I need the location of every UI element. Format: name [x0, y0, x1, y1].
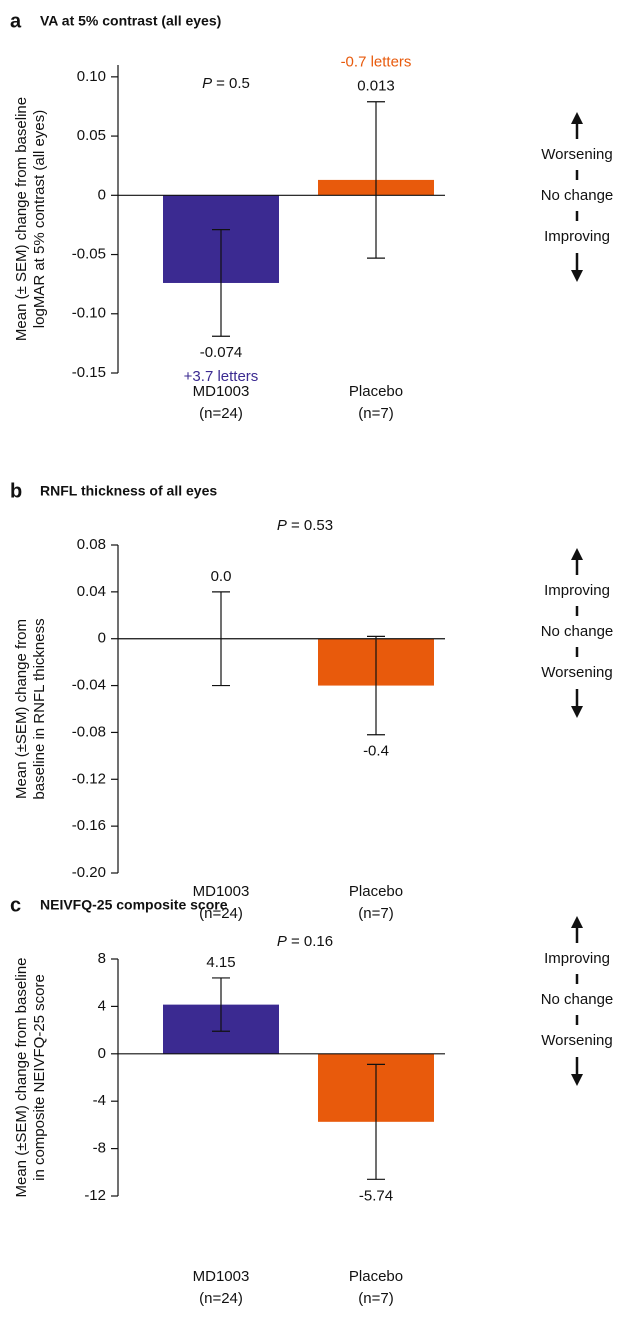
- y-axis-label: logMAR at 5% contrast (all eyes): [31, 110, 48, 328]
- category-count: (n=7): [358, 1290, 393, 1307]
- p-text: = 0.16: [291, 933, 333, 950]
- arrow-head: [571, 548, 583, 560]
- y-tick-label: -0.16: [72, 817, 106, 834]
- y-axis-label: Mean (± SEM) change from baseline: [13, 97, 30, 341]
- y-axis-label: Mean (±SEM) change from: [13, 619, 30, 799]
- category-label: MD1003: [193, 1268, 250, 1285]
- y-tick-label: -4: [93, 1092, 106, 1109]
- value-label: -0.074: [200, 344, 243, 361]
- p-symbol: P: [277, 933, 287, 950]
- direction-label: Improving: [544, 228, 610, 245]
- p-value: P = 0.16: [277, 933, 333, 950]
- y-tick-label: 0.10: [77, 68, 106, 85]
- arrow-head: [571, 1074, 583, 1086]
- y-tick-label: -0.04: [72, 677, 106, 694]
- y-tick-label: 0: [98, 186, 106, 203]
- y-tick-label: 4: [98, 997, 106, 1014]
- direction-label: Worsening: [541, 664, 612, 681]
- direction-label: No change: [541, 623, 614, 640]
- category-label: Placebo: [349, 1268, 403, 1285]
- arrow-head: [571, 706, 583, 718]
- p-text: = 0.53: [291, 517, 333, 534]
- p-symbol: P: [202, 75, 212, 92]
- y-tick-label: -0.20: [72, 864, 106, 881]
- y-tick-label: -12: [84, 1187, 106, 1204]
- bar-note: -0.4: [363, 743, 389, 760]
- arrow-head: [571, 916, 583, 928]
- direction-label: Worsening: [541, 146, 612, 163]
- chart-title: NEIVFQ-25 composite score: [40, 897, 228, 913]
- y-axis-label: Mean (±SEM) change from baseline: [13, 957, 30, 1197]
- y-tick-label: 0: [98, 1045, 106, 1062]
- value-label: -5.74: [359, 1187, 393, 1204]
- arrow-head: [571, 270, 583, 282]
- p-value: P = 0.5: [202, 75, 250, 92]
- arrow-head: [571, 112, 583, 124]
- y-tick-label: 0: [98, 630, 106, 647]
- chart-title: RNFL thickness of all eyes: [40, 483, 217, 499]
- chart-title: VA at 5% contrast (all eyes): [40, 13, 221, 29]
- direction-label: No change: [541, 187, 614, 204]
- category-label: Placebo: [349, 883, 403, 900]
- panel-letter: b: [10, 480, 22, 502]
- value-label: 0.013: [357, 78, 395, 95]
- y-tick-label: -8: [93, 1140, 106, 1157]
- panel-letter: c: [10, 894, 21, 916]
- value-label: 4.15: [206, 954, 235, 971]
- y-tick-label: -0.15: [72, 364, 106, 381]
- category-count: (n=24): [199, 405, 243, 422]
- panel-letter: a: [10, 10, 22, 32]
- y-tick-label: -0.12: [72, 770, 106, 787]
- direction-label: Improving: [544, 950, 610, 967]
- category-label: Placebo: [349, 383, 403, 400]
- letters-label: -0.7 letters: [341, 54, 412, 71]
- p-text: = 0.5: [216, 75, 250, 92]
- y-tick-label: -0.08: [72, 723, 106, 740]
- direction-label: No change: [541, 991, 614, 1008]
- category-count: (n=24): [199, 905, 243, 922]
- letters-label: +3.7 letters: [184, 368, 259, 385]
- bar-note: 0.0: [211, 568, 232, 585]
- p-value: P = 0.53: [277, 517, 333, 534]
- y-tick-label: -0.10: [72, 305, 106, 322]
- y-tick-label: 0.05: [77, 127, 106, 144]
- category-label: MD1003: [193, 883, 250, 900]
- p-symbol: P: [277, 517, 287, 534]
- y-tick-label: 0.04: [77, 583, 106, 600]
- y-tick-label: 8: [98, 950, 106, 967]
- direction-label: Worsening: [541, 1032, 612, 1049]
- category-label: MD1003: [193, 383, 250, 400]
- y-axis-label: baseline in RNFL thickness: [31, 618, 48, 799]
- category-count: (n=7): [358, 905, 393, 922]
- direction-label: Improving: [544, 582, 610, 599]
- category-count: (n=7): [358, 405, 393, 422]
- y-tick-label: -0.05: [72, 246, 106, 263]
- category-count: (n=24): [199, 1290, 243, 1307]
- y-tick-label: 0.08: [77, 536, 106, 553]
- y-axis-label: in composite NEIVFQ-25 score: [31, 974, 48, 1181]
